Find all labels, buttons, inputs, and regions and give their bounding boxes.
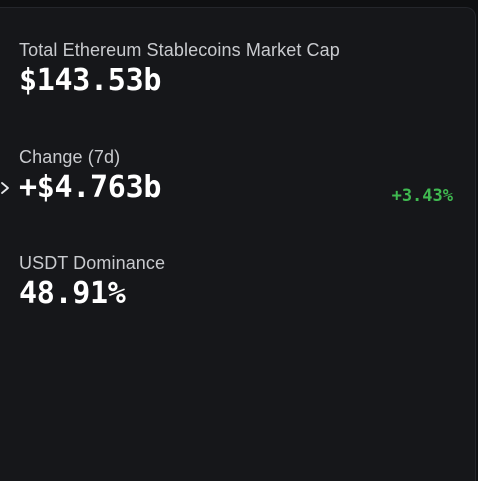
change-7d-value: +$4.763b [19,170,162,205]
market-cap-stat: Total Ethereum Stablecoins Market Cap $1… [19,39,453,99]
usdt-dominance-value: 48.91% [19,276,126,311]
change-7d-stat: Change (7d) +$4.763b +3.43% [19,146,453,206]
change-7d-label: Change (7d) [19,147,121,167]
market-cap-label: Total Ethereum Stablecoins Market Cap [19,40,340,60]
market-cap-value: $143.53b [19,63,162,98]
usdt-dominance-stat: USDT Dominance 48.91% [19,252,453,312]
change-7d-percent-badge: +3.43% [391,186,453,206]
usdt-dominance-label: USDT Dominance [19,253,166,273]
stats-panel: Total Ethereum Stablecoins Market Cap $1… [0,7,476,481]
chevron-right-icon[interactable] [0,180,12,196]
